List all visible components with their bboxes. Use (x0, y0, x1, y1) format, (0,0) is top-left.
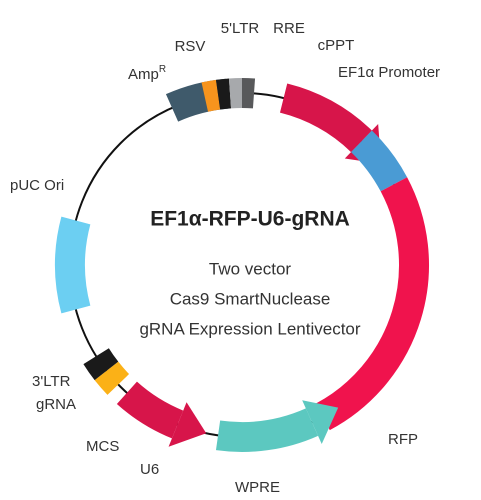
feature-arc (55, 216, 91, 314)
label: AmpR (128, 64, 166, 83)
feature-arc (83, 348, 119, 381)
subtitle: gRNA Expression Lentivector (139, 319, 360, 338)
label: gRNA (36, 396, 76, 413)
label: pUC Ori (10, 177, 64, 194)
feature-arc (350, 130, 408, 192)
feature-arc (279, 83, 372, 153)
feature-arc (215, 408, 319, 452)
arrow-head (302, 400, 339, 445)
subtitle: Two vector (209, 259, 292, 278)
feature-arc (215, 78, 232, 110)
label: U6 (140, 461, 159, 478)
label: 3'LTR (32, 373, 71, 390)
label: RFP (388, 431, 418, 448)
subtitle: Cas9 SmartNuclease (170, 289, 331, 308)
label: RSV (175, 38, 206, 55)
feature-arc (116, 381, 184, 439)
features (55, 78, 429, 452)
title: EF1α-RFP-U6-gRNA (150, 208, 350, 231)
feature-arc (94, 361, 130, 395)
label: Amp (128, 66, 159, 83)
label: 5'LTR (221, 20, 260, 37)
feature-arc (201, 79, 221, 112)
label-sup: R (159, 64, 166, 75)
label: EF1α Promoter (338, 64, 440, 81)
label: WPRE (235, 479, 280, 496)
label: cPPT (318, 37, 355, 54)
feature-arc (315, 177, 429, 431)
label: RRE (273, 20, 305, 37)
label: MCS (86, 438, 119, 455)
arrow-head (168, 402, 207, 447)
